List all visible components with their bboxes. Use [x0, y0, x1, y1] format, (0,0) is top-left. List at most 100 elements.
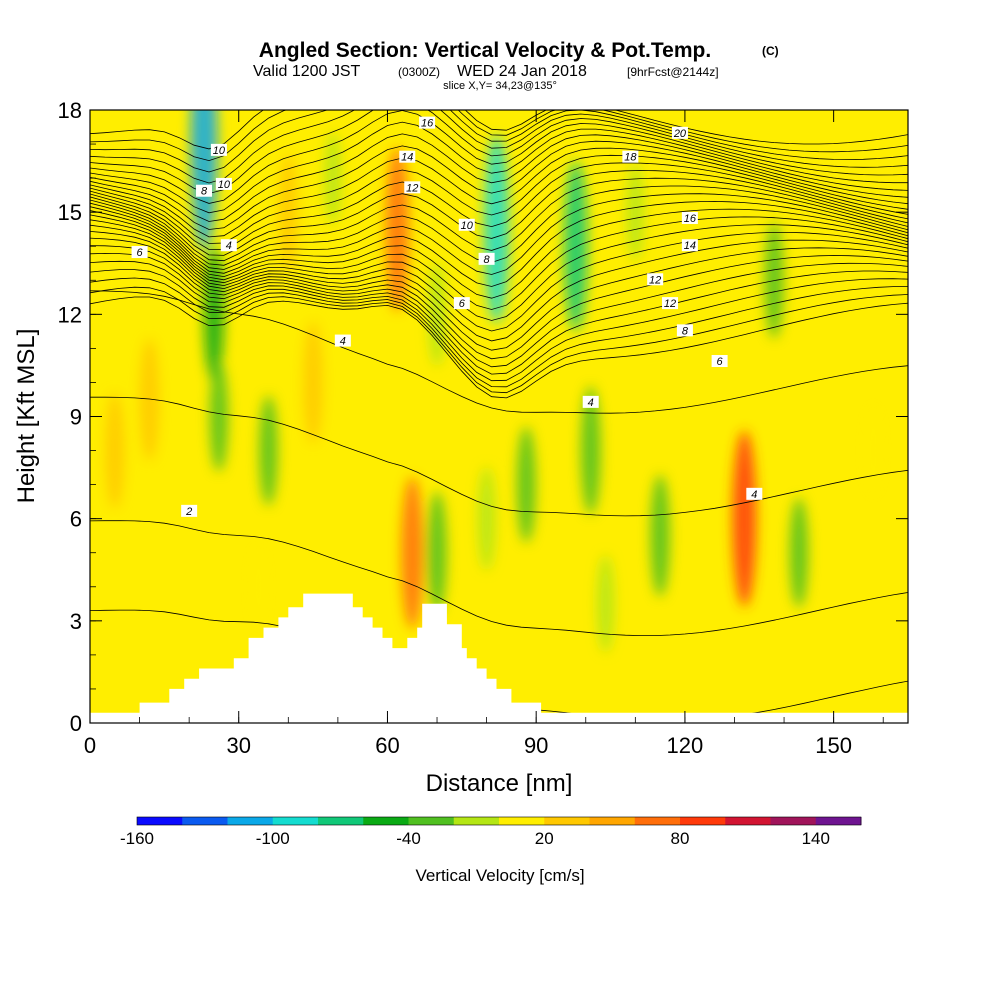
- theta-contour-line: [90, 260, 908, 375]
- colorbar-frame: [136, 816, 862, 826]
- colorbar-swatch: [408, 817, 455, 825]
- theta-label-bg: [404, 181, 421, 194]
- theta-contour-line: [90, 200, 908, 287]
- velocity-cell: [650, 474, 670, 597]
- colorbar-swatch: [815, 817, 862, 825]
- x-tick-label: 90: [524, 733, 548, 758]
- y-tick-label: 9: [70, 405, 82, 430]
- velocity-cell: [516, 426, 536, 543]
- theta-contour-line: [90, 177, 908, 262]
- x-tick-label: 0: [84, 733, 96, 758]
- theta-label-bg: [711, 355, 728, 368]
- theta-contour-line: [90, 110, 908, 204]
- velocity-cell: [477, 466, 496, 571]
- y-tick-label: 6: [70, 507, 82, 532]
- velocity-cell: [580, 386, 601, 515]
- theta-label-bg: [220, 239, 237, 252]
- colorbar-swatch: [589, 817, 636, 825]
- valid-date: WED 24 Jan 2018: [457, 63, 587, 80]
- theta-contour-line: [90, 245, 908, 360]
- theta-contour-line: [90, 147, 908, 238]
- theta-label-bg: [419, 116, 436, 129]
- theta-contour-line: [90, 193, 908, 275]
- colorbar-tick-label: -100: [256, 829, 290, 848]
- theta-contour-line: [90, 237, 908, 351]
- theta-label-bg: [647, 273, 664, 286]
- forecast-tag: [9hrFcst@2144z]: [627, 65, 719, 79]
- theta-contour-line: [90, 396, 908, 517]
- theta-contour-label: 14: [684, 240, 696, 252]
- theta-label-bg: [453, 297, 470, 310]
- velocity-cell: [401, 476, 424, 629]
- velocity-cell: [427, 491, 447, 614]
- valid-prefix: Valid 1200 JST: [253, 63, 361, 80]
- theta-contour-line: [90, 170, 908, 256]
- theta-contour-label: 12: [406, 182, 418, 194]
- x-axis-label: Distance [nm]: [426, 770, 573, 797]
- theta-contour-label: 18: [624, 152, 637, 164]
- theta-contour-line: [90, 219, 908, 321]
- theta-contour-label: 6: [137, 247, 144, 259]
- y-tick-label: 0: [70, 711, 82, 736]
- colorbar-swatch: [770, 817, 817, 825]
- x-tick-label: 60: [375, 733, 399, 758]
- theta-contour-label: 6: [459, 298, 466, 310]
- velocity-cell: [564, 161, 588, 332]
- theta-contour-line: [90, 208, 908, 299]
- x-tick-label: 150: [815, 733, 852, 758]
- theta-label-bg: [478, 252, 495, 265]
- y-tick-label: 12: [58, 302, 82, 327]
- velocity-cell: [324, 132, 342, 225]
- theta-contour-line: [90, 224, 908, 332]
- velocity-cell: [209, 361, 229, 472]
- y-tick-label: 18: [58, 98, 82, 123]
- theta-label-bg: [210, 143, 227, 156]
- title-block: Angled Section: Vertical Velocity & Pot.…: [253, 39, 779, 92]
- velocity-cell: [732, 430, 757, 607]
- theta-contour-label: 16: [421, 118, 434, 130]
- colorbar-tick-label: 80: [671, 829, 690, 848]
- theta-contour-line: [90, 214, 908, 310]
- velocity-cell: [596, 554, 615, 653]
- theta-label-bg: [671, 126, 688, 139]
- theta-contour-line: [90, 110, 908, 173]
- theta-label-bg: [131, 246, 148, 259]
- x-axis: 0 30 60 90 120 150: [84, 110, 884, 758]
- velocity-cell: [105, 392, 125, 509]
- theta-contour-line: [90, 185, 908, 266]
- theta-contour-label: 6: [717, 356, 724, 368]
- theta-contour-line: [90, 110, 908, 184]
- theta-contour-line: [90, 252, 908, 368]
- velocity-cell: [139, 338, 160, 461]
- colorbar-swatch: [363, 817, 409, 825]
- colorbar-swatch: [318, 817, 364, 825]
- colorbar-swatch: [453, 817, 500, 825]
- velocity-cell: [303, 321, 323, 444]
- theta-contour-line: [90, 121, 908, 214]
- colorbar-tick-label: -160: [120, 829, 154, 848]
- theta-contour-label: 12: [649, 274, 661, 286]
- theta-contour-label: 8: [201, 186, 208, 198]
- x-tick-label: 120: [667, 733, 704, 758]
- theta-contour-line: [90, 269, 908, 382]
- theta-contour-line: [90, 520, 908, 636]
- y-axis-label: Height [Kft MSL]: [13, 329, 40, 504]
- theta-label-bg: [746, 487, 763, 500]
- theta-contour-label: 16: [684, 213, 697, 225]
- theta-contour-label: 4: [340, 336, 346, 348]
- velocity-field: [105, 110, 882, 653]
- colorbar-swatch: [725, 817, 771, 825]
- colorbar-swatch: [182, 817, 228, 825]
- theta-contour-line: [90, 110, 908, 150]
- velocity-cell: [626, 163, 645, 262]
- theta-contour-line: [90, 286, 908, 394]
- theta-contour-label: 10: [461, 220, 474, 232]
- theta-contour-label: 10: [218, 179, 231, 191]
- theta-contour-line: [90, 277, 908, 388]
- theta-contour-label: 8: [484, 254, 491, 266]
- theta-contour-line: [90, 140, 908, 230]
- chart-title: Angled Section: Vertical Velocity & Pot.…: [259, 39, 711, 62]
- colorbar-swatch: [680, 817, 726, 825]
- theta-label-bg: [676, 324, 693, 337]
- theta-label-bg: [399, 150, 416, 163]
